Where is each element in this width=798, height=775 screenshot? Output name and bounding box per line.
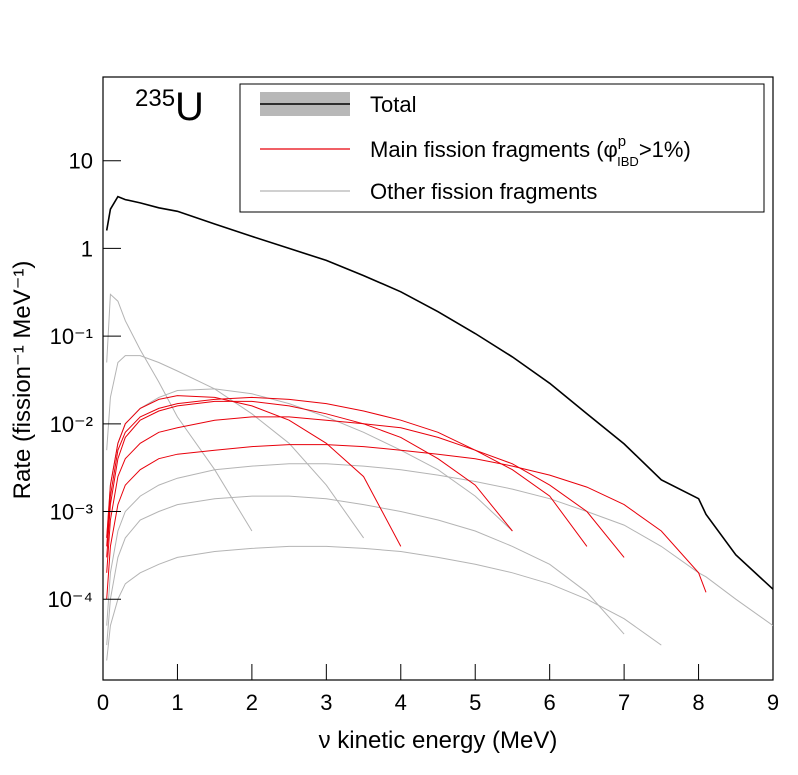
legend-label-part: >1%) bbox=[639, 137, 691, 162]
legend-label: Other fission fragments bbox=[370, 179, 597, 204]
annotation: 235U bbox=[135, 85, 204, 129]
legend-label-part: p bbox=[618, 133, 626, 150]
fragment-curve bbox=[106, 355, 365, 539]
x-tick-label: 8 bbox=[692, 690, 704, 715]
y-tick-label: 10⁻² bbox=[50, 412, 93, 437]
x-tick-label: 4 bbox=[395, 690, 407, 715]
annotation-mass: 235 bbox=[135, 85, 175, 112]
x-tick-label: 9 bbox=[767, 690, 779, 715]
y-axis-label: Rate (fission⁻¹ MeV⁻¹) bbox=[9, 261, 36, 500]
total-curve bbox=[105, 195, 773, 590]
fragment-curve bbox=[106, 293, 253, 532]
x-tick-label: 2 bbox=[246, 690, 258, 715]
x-tick-label: 0 bbox=[97, 690, 109, 715]
fragment-curve bbox=[106, 416, 625, 573]
legend-label-part: Other fission fragments bbox=[370, 179, 597, 204]
y-tick-label: 10⁻⁴ bbox=[47, 587, 93, 612]
annotation-element: U bbox=[175, 85, 204, 129]
legend-label: Main fission fragments (φp IBD>1%) bbox=[370, 133, 691, 169]
x-tick-label: 5 bbox=[469, 690, 481, 715]
fragment-curve bbox=[106, 400, 513, 558]
x-tick-label: 7 bbox=[618, 690, 630, 715]
y-tick-label: 10 bbox=[69, 149, 93, 174]
legend: Total Main fission fragments (φp IBD>1%) Ot… bbox=[239, 83, 765, 213]
fragment-curve bbox=[106, 545, 662, 661]
plot-frame bbox=[102, 76, 774, 681]
x-tick-label: 6 bbox=[544, 690, 556, 715]
x-axis-label: ν kinetic energy (MeV) bbox=[319, 727, 558, 754]
legend-label-part: Main fission fragments (φ bbox=[370, 137, 618, 162]
legend-label-part: IBD bbox=[617, 154, 639, 169]
fragment-curve bbox=[106, 463, 773, 627]
x-tick-label: 1 bbox=[171, 690, 183, 715]
curves bbox=[105, 195, 773, 661]
fragment-curve bbox=[106, 396, 588, 547]
fragment-curve bbox=[106, 495, 625, 646]
y-tick-label: 10⁻³ bbox=[50, 500, 93, 525]
fragment-curve bbox=[106, 444, 707, 600]
y-tick-label: 10⁻¹ bbox=[50, 324, 93, 349]
x-tick-label: 3 bbox=[320, 690, 332, 715]
y-tick-label: 1 bbox=[81, 236, 93, 261]
legend-label: Total bbox=[370, 92, 416, 117]
fragment-curve bbox=[106, 395, 402, 547]
